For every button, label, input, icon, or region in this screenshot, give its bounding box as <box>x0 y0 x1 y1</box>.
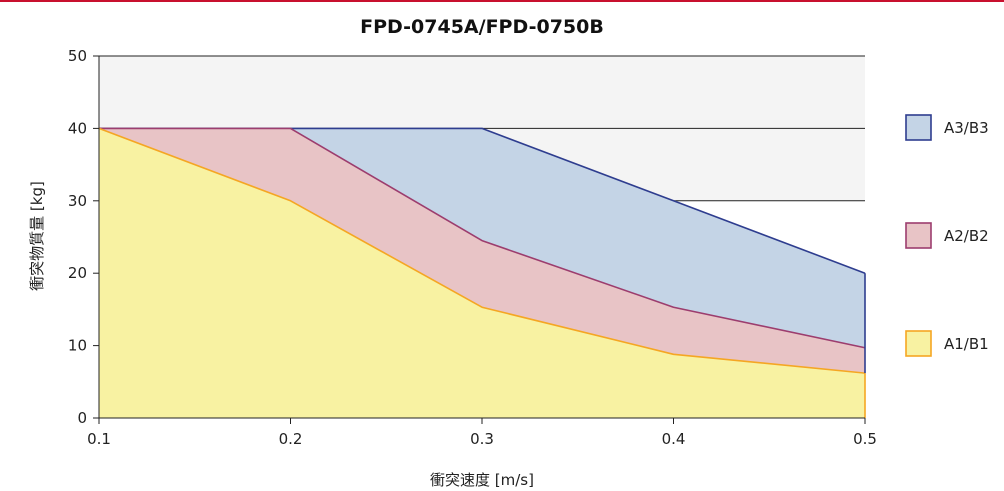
x-tick-label: 0.4 <box>662 430 686 448</box>
line-a1-b1 <box>98 127 866 374</box>
top-accent-line <box>0 0 1004 2</box>
legend-swatch-a3-b3 <box>905 114 932 141</box>
chart-title: FPD-0745A/FPD-0750B <box>360 16 604 38</box>
area-a1-b1 <box>99 128 865 418</box>
line-a2-b2 <box>99 127 866 349</box>
legend-swatch-a2-b2 <box>905 222 932 249</box>
legend-label-a2-b2: A2/B2 <box>944 227 989 245</box>
tick-labels: 0 10 20 30 40 50 0.1 0.2 0.3 0.4 0.5 <box>68 47 877 448</box>
x-tick-label: 0.1 <box>87 430 111 448</box>
x-axis-label: 衝突速度 [m/s] <box>430 471 534 489</box>
y-tick-label: 40 <box>68 119 87 137</box>
y-tick-label: 50 <box>68 47 87 65</box>
x-tick-label: 0.3 <box>470 430 494 448</box>
legend-label-a3-b3: A3/B3 <box>944 119 989 137</box>
series-areas <box>98 127 866 418</box>
legend-label-a1-b1: A1/B1 <box>944 335 989 353</box>
y-tick-label: 30 <box>68 192 87 210</box>
x-tick-label: 0.5 <box>853 430 877 448</box>
x-tick-label: 0.2 <box>279 430 303 448</box>
legend-swatch-a1-b1 <box>905 330 932 357</box>
y-tick-label: 10 <box>68 337 87 355</box>
y-axis-label: 衝突物質量 [kg] <box>28 181 46 291</box>
y-tick-label: 20 <box>68 264 87 282</box>
y-tick-label: 0 <box>77 409 87 427</box>
legend: A3/B3 A2/B2 A1/B1 <box>905 114 989 357</box>
